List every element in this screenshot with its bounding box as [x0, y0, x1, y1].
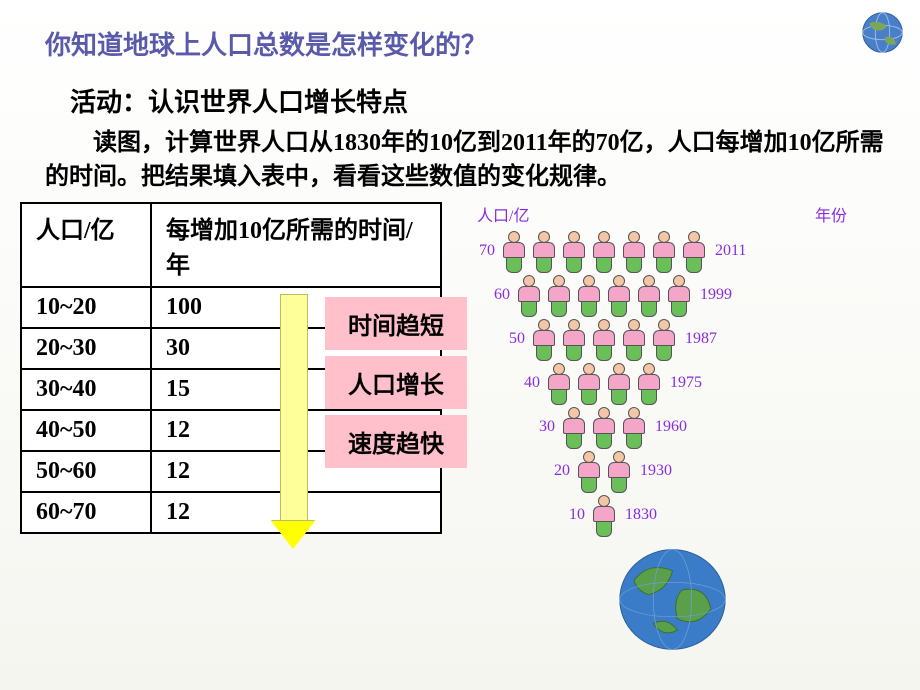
person-icon: [650, 319, 678, 359]
person-icon: [560, 231, 588, 271]
person-icon: [575, 363, 603, 403]
table-cell-range: 10~20: [21, 287, 151, 328]
page-title: 你知道地球上人口总数是怎样变化的？: [0, 0, 920, 62]
table-row: 60~7012: [21, 492, 441, 533]
conclusion-boxes: 时间趋短人口增长速度趋快: [325, 297, 467, 474]
population-pyramid: 70 2011 60 1999 50 1987 40 1975 30 1960 20 1930 10 18…: [467, 230, 877, 536]
pyramid-year-label: 1930: [640, 462, 672, 480]
person-icon: [665, 275, 693, 315]
table-header-years: 每增加10亿所需的时间/年: [151, 203, 441, 287]
person-icon: [590, 495, 618, 535]
person-icon: [635, 275, 663, 315]
person-icon: [590, 231, 618, 271]
pyramid-pop-label: 40: [512, 374, 540, 392]
earth-icon: [615, 542, 730, 662]
pyramid-pop-label: 50: [497, 330, 525, 348]
pyramid-year-label: 1830: [625, 506, 657, 524]
pyramid-row: 30 1960: [467, 406, 877, 448]
pyramid-people: [559, 407, 649, 447]
pyramid-row: 70 2011: [467, 230, 877, 272]
person-icon: [635, 363, 663, 403]
table-cell-range: 20~30: [21, 328, 151, 369]
person-icon: [545, 275, 573, 315]
pyramid-pop-label: 30: [527, 418, 555, 436]
axis-left-label: 人口/亿: [477, 202, 529, 226]
conclusion-box: 速度趋快: [325, 415, 467, 468]
table-cell-range: 50~60: [21, 451, 151, 492]
person-icon: [590, 319, 618, 359]
pyramid-row: 40 1975: [467, 362, 877, 404]
person-icon: [575, 451, 603, 491]
globe-icon: [860, 10, 905, 55]
person-icon: [620, 407, 648, 447]
pyramid-row: 50 1987: [467, 318, 877, 360]
person-icon: [620, 319, 648, 359]
arrow-down-icon: [280, 294, 315, 549]
pyramid-people: [499, 231, 709, 271]
person-icon: [515, 275, 543, 315]
person-icon: [545, 363, 573, 403]
pyramid-year-label: 1960: [655, 418, 687, 436]
person-icon: [605, 275, 633, 315]
pyramid-year-label: 1987: [685, 330, 717, 348]
pyramid-row: 10 1830: [467, 494, 877, 536]
pyramid-pop-label: 20: [542, 462, 570, 480]
person-icon: [500, 231, 528, 271]
person-icon: [530, 319, 558, 359]
pyramid-row: 20 1930: [467, 450, 877, 492]
pyramid-year-label: 1999: [700, 286, 732, 304]
pyramid-year-label: 1975: [670, 374, 702, 392]
pyramid-people: [574, 451, 634, 491]
person-icon: [605, 451, 633, 491]
person-icon: [620, 231, 648, 271]
body-text: 读图，计算世界人口从1830年的10亿到2011年的70亿，人口每增加10亿所需…: [0, 119, 920, 194]
table-cell-range: 30~40: [21, 369, 151, 410]
person-icon: [575, 275, 603, 315]
person-icon: [530, 231, 558, 271]
pyramid-people: [589, 495, 619, 535]
table-header-pop: 人口/亿: [21, 203, 151, 287]
pyramid-year-label: 2011: [715, 242, 746, 260]
table-cell-range: 40~50: [21, 410, 151, 451]
conclusion-box: 人口增长: [325, 356, 467, 409]
axis-right-label: 年份: [815, 202, 847, 226]
person-icon: [605, 363, 633, 403]
pyramid-people: [544, 363, 664, 403]
pyramid-pop-label: 10: [557, 506, 585, 524]
person-icon: [560, 407, 588, 447]
person-icon: [650, 231, 678, 271]
person-icon: [680, 231, 708, 271]
pyramid-row: 60 1999: [467, 274, 877, 316]
person-icon: [560, 319, 588, 359]
pyramid-pop-label: 70: [467, 242, 495, 260]
pyramid-people: [514, 275, 694, 315]
pyramid-people: [529, 319, 679, 359]
conclusion-box: 时间趋短: [325, 297, 467, 350]
activity-title: 活动：认识世界人口增长特点: [0, 62, 920, 119]
table-cell-range: 60~70: [21, 492, 151, 533]
person-icon: [590, 407, 618, 447]
pyramid-pop-label: 60: [482, 286, 510, 304]
